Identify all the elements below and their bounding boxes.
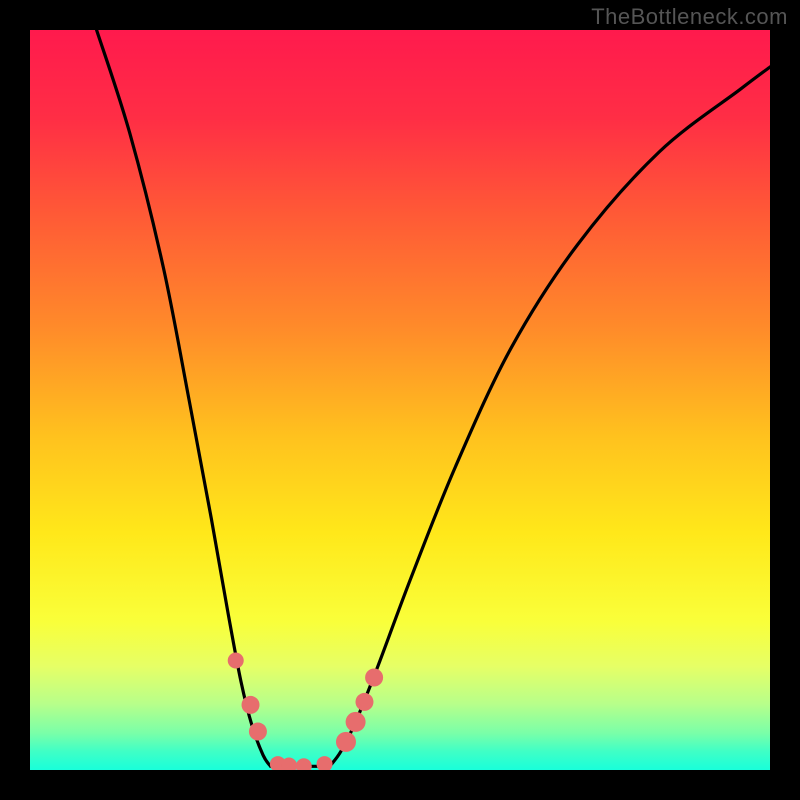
chart-svg	[30, 30, 770, 770]
data-marker	[242, 696, 260, 714]
data-marker	[336, 732, 356, 752]
watermark-text: TheBottleneck.com	[591, 4, 788, 30]
plot-area	[30, 30, 770, 770]
figure-root: TheBottleneck.com	[0, 0, 800, 800]
gradient-background	[30, 30, 770, 770]
data-marker	[365, 669, 383, 687]
data-marker	[228, 652, 244, 668]
data-marker	[249, 723, 267, 741]
data-marker	[346, 712, 366, 732]
data-marker	[355, 693, 373, 711]
